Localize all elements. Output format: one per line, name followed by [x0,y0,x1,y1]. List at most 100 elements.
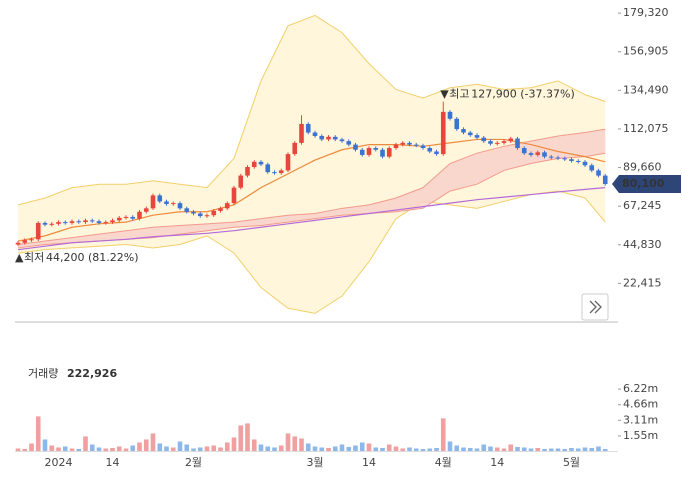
candle-body [467,132,473,136]
volume-bar [515,446,520,452]
candle-body [386,148,392,157]
volume-bar [548,448,554,452]
volume-bar [89,444,95,452]
high-marker: ▼ [440,88,449,101]
volume-bar [488,446,493,452]
candle-body [373,148,379,150]
volume-bar [319,447,325,452]
candle-body [164,201,169,205]
volume-bar [123,448,129,452]
candle-body [353,144,358,150]
candle-body [393,144,399,149]
candle-body [555,157,561,159]
bollinger-upper [17,14,606,206]
volume-bar [22,448,28,452]
y-tick-label: 156,905 [623,45,669,58]
volume-bar [353,445,358,452]
candle-body [292,142,298,155]
volume-bar [150,433,156,452]
candle-body [15,242,21,245]
volume-bar [555,448,561,452]
volume-bar [265,446,271,452]
y-tick-label: 112,075 [623,122,669,135]
candle-body [123,216,129,218]
candle-body [312,132,318,136]
candle-body [49,223,55,225]
volume-bar [62,446,68,452]
volume-bar [386,444,392,452]
volume-bar [35,416,41,452]
volume-bar [359,442,365,452]
volume-bar [42,439,48,452]
candle-body [137,211,142,219]
volume-bar [83,436,88,452]
candle-body [562,158,568,160]
y-tick-label: 179,320 [623,6,669,19]
volume-bar [137,442,142,452]
volume-bar [116,446,122,452]
candle-body [177,203,183,209]
x-tick-label: 14 [490,456,504,469]
expand-button[interactable] [581,293,609,321]
volume-bar [346,446,352,452]
candle-body [29,239,34,241]
candle-body [62,222,68,224]
high-text: 127,900 (-37.37%) [471,88,574,101]
candle-body [278,170,284,174]
volume-tick-label: 3.11m [623,413,658,426]
candle-body [346,141,352,145]
volume-bar [461,447,466,452]
volume-bar [602,448,608,452]
volume-bar [420,448,426,452]
candle-body [299,123,304,143]
candle-body [508,138,514,142]
candle-body [427,148,433,152]
x-tick-label: 5월 [563,456,580,469]
candle-body [245,166,250,176]
volume-bar [366,443,372,452]
candle-body [204,215,210,217]
volume-bar [15,448,21,452]
low-marker: ▲ [15,251,24,264]
candle-body [143,208,149,212]
y-tick-label: 134,490 [623,83,669,96]
volume-tick-label: 6.22m [623,382,658,395]
chevron-icon[interactable] [589,300,602,314]
candle-body [434,151,439,155]
volume-tick-label: 4.66m [623,398,658,411]
candle-body [103,222,109,224]
candle-body [420,145,426,149]
candle-body [582,161,588,166]
volume-bar [407,447,412,452]
volume-bar [393,446,399,452]
button-frame[interactable] [581,293,609,321]
volume-bar [224,442,230,452]
volume-bar [49,445,55,452]
volume-bar [143,439,149,452]
candle-body [218,208,223,211]
y-tick-label: 67,245 [623,199,662,212]
volume-bar [427,448,433,452]
volume-bar [521,447,527,452]
candle-body [326,136,331,140]
candle-body [42,222,48,225]
volume-bar [400,448,406,452]
candle-body [447,111,453,119]
x-tick-label: 14 [362,456,376,469]
candle-body [488,141,493,144]
volume-bar [157,443,163,452]
candle-body [366,148,372,155]
volume-bar [211,445,217,452]
volume-bar [312,446,318,452]
candle-body [56,222,61,224]
volume-title: 거래량 [28,367,58,380]
candle-body [481,137,487,142]
candle-body [400,142,406,145]
volume-bar [177,441,183,452]
high-label: 최고 [449,88,469,101]
volume-bar [589,447,595,452]
volume-bar [96,447,102,452]
x-tick-label: 4월 [435,456,452,469]
volume-value: 222,926 [67,367,117,380]
